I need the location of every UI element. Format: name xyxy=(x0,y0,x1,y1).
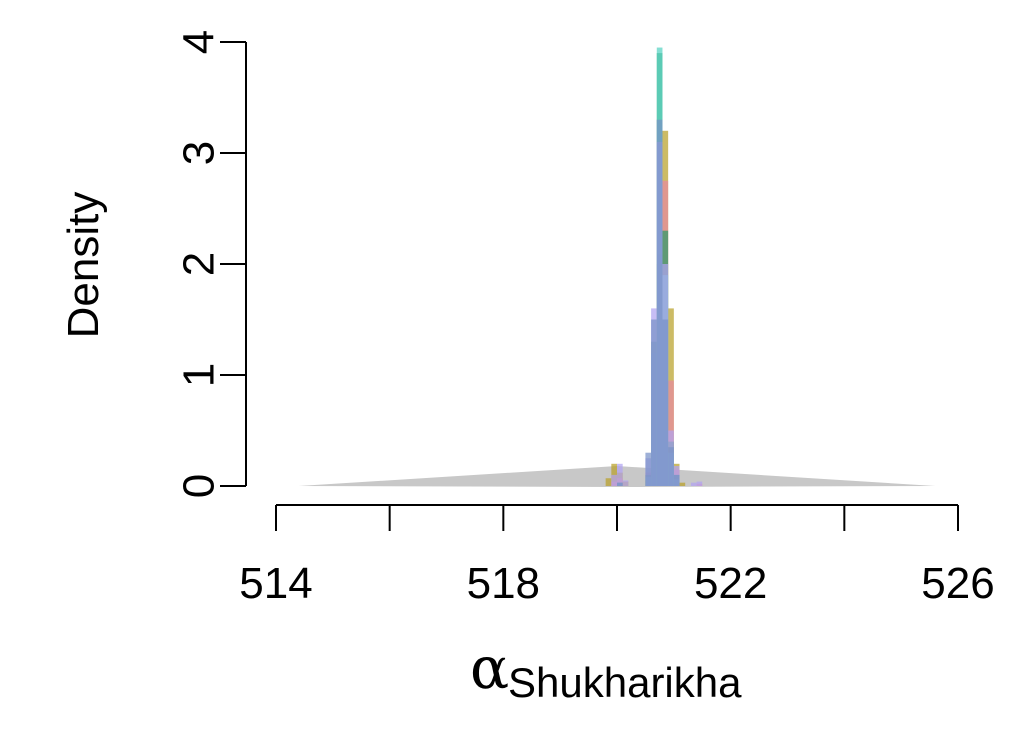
series-6-bar-1 xyxy=(617,482,623,486)
y-axis-title: Density xyxy=(59,192,108,339)
y-tick-label-2: 2 xyxy=(174,252,223,276)
y-tick-label-3: 3 xyxy=(174,141,223,165)
series-1-bar-11 xyxy=(679,482,686,486)
series-6 xyxy=(617,119,680,486)
series-6-bar-3 xyxy=(651,319,657,486)
series-6-bar-6 xyxy=(668,447,674,486)
x-tick-label-514: 514 xyxy=(239,559,312,608)
posterior-histogram-bars xyxy=(605,47,703,487)
series-6-bar-2 xyxy=(645,452,652,486)
x-tick-label-526: 526 xyxy=(921,559,994,608)
x-axis-title-symbol: α xyxy=(470,634,509,702)
series-5-bar-10 xyxy=(690,482,697,486)
series-5-bar-1 xyxy=(611,474,617,486)
x-tick-label-522: 522 xyxy=(694,559,767,608)
x-axis-title-subscript: Shukharikha xyxy=(508,659,742,706)
x-axis-title: α Shukharikha xyxy=(470,634,742,706)
series-6-bar-5 xyxy=(662,319,669,486)
y-tick-label-4: 4 xyxy=(174,30,223,54)
series-5-bar-3 xyxy=(622,480,629,486)
series-1-bar-1 xyxy=(605,478,612,486)
series-5-bar-11 xyxy=(696,481,703,486)
x-tick-label-518: 518 xyxy=(467,559,540,608)
series-5-bar-2 xyxy=(617,463,623,486)
series-6-bar-7 xyxy=(673,474,680,486)
y-tick-label-1: 1 xyxy=(174,363,223,387)
x-axis: 514 518 522 526 xyxy=(239,504,995,608)
series-6-bar-4 xyxy=(656,119,663,486)
y-tick-label-0: 0 xyxy=(174,474,223,498)
y-axis: 0 1 2 3 4 xyxy=(174,30,247,498)
